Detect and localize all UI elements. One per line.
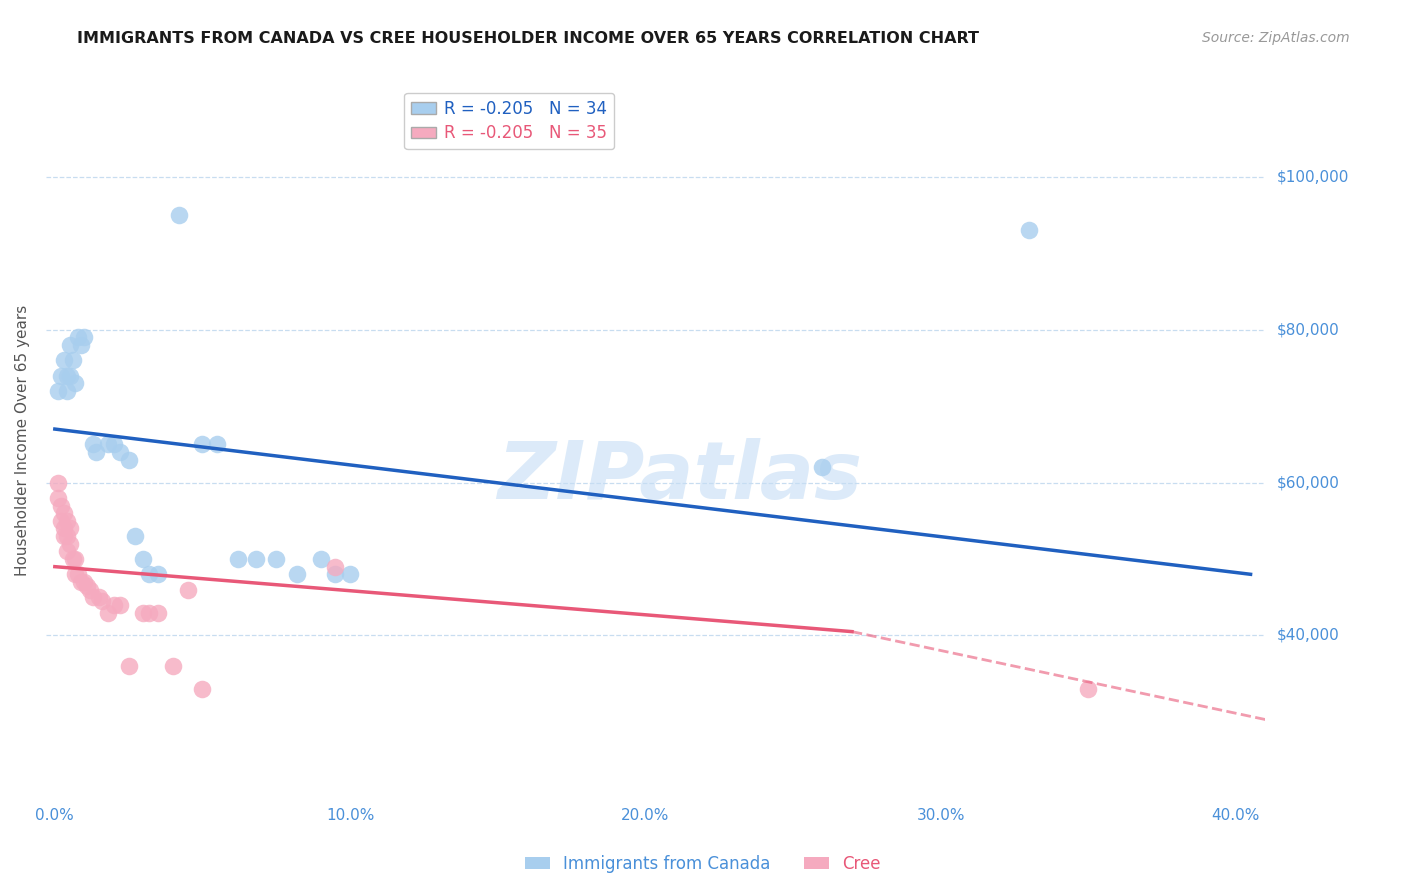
Point [67, 567, 90, 582]
Point [1018, 223, 1040, 237]
Point [103, 437, 125, 451]
Point [55, 544, 77, 558]
Text: Source: ZipAtlas.com: Source: ZipAtlas.com [1202, 31, 1350, 45]
Point [84, 445, 107, 459]
Point [82, 437, 104, 451]
Point [82, 591, 104, 605]
Text: IMMIGRANTS FROM CANADA VS CREE HOUSEHOLDER INCOME OVER 65 YEARS CORRELATION CHAR: IMMIGRANTS FROM CANADA VS CREE HOUSEHOLD… [77, 31, 980, 46]
Point [285, 567, 308, 582]
Point [55, 529, 77, 543]
Point [309, 552, 332, 566]
Point [97, 437, 120, 451]
Point [191, 681, 214, 696]
Point [58, 537, 80, 551]
Point [811, 460, 834, 475]
Point [65, 567, 87, 582]
Point [62, 552, 84, 566]
Point [52, 529, 75, 543]
Point [65, 376, 87, 391]
Point [132, 606, 155, 620]
Point [52, 353, 75, 368]
Point [49, 368, 72, 383]
Point [191, 437, 214, 451]
Point [205, 437, 228, 451]
Point [117, 452, 139, 467]
Point [176, 582, 198, 597]
Legend: Immigrants from Canada, Cree: Immigrants from Canada, Cree [519, 848, 887, 880]
Point [46, 491, 69, 505]
Point [108, 598, 131, 612]
Point [79, 582, 101, 597]
Point [62, 353, 84, 368]
Text: $100,000: $100,000 [1277, 169, 1348, 185]
Point [323, 559, 346, 574]
Point [58, 368, 80, 383]
Point [138, 567, 160, 582]
Point [55, 384, 77, 398]
Point [55, 368, 77, 383]
Point [87, 591, 110, 605]
Point [46, 384, 69, 398]
Point [70, 574, 93, 589]
Point [58, 338, 80, 352]
Point [226, 552, 249, 566]
Text: ZIPatlas: ZIPatlas [498, 438, 862, 516]
Point [124, 529, 146, 543]
Point [76, 579, 98, 593]
Point [49, 514, 72, 528]
Text: $60,000: $60,000 [1277, 475, 1340, 490]
Point [70, 338, 93, 352]
Point [67, 330, 90, 344]
Point [108, 445, 131, 459]
Point [339, 567, 361, 582]
Point [58, 521, 80, 535]
Point [264, 552, 287, 566]
Point [49, 499, 72, 513]
Point [167, 208, 190, 222]
Point [91, 594, 114, 608]
Point [103, 598, 125, 612]
Point [146, 606, 169, 620]
Text: $40,000: $40,000 [1277, 628, 1339, 643]
Point [65, 552, 87, 566]
Point [73, 330, 96, 344]
Point [55, 514, 77, 528]
Point [97, 606, 120, 620]
Point [1077, 681, 1099, 696]
Text: $80,000: $80,000 [1277, 322, 1339, 337]
Point [323, 567, 346, 582]
Point [46, 475, 69, 490]
Legend: R = -0.205   N = 34, R = -0.205   N = 35: R = -0.205 N = 34, R = -0.205 N = 35 [405, 93, 614, 149]
Point [52, 506, 75, 520]
Point [162, 659, 184, 673]
Point [245, 552, 267, 566]
Point [132, 552, 155, 566]
Point [117, 659, 139, 673]
Point [52, 521, 75, 535]
Point [138, 606, 160, 620]
Point [146, 567, 169, 582]
Point [73, 574, 96, 589]
Y-axis label: Householder Income Over 65 years: Householder Income Over 65 years [15, 305, 30, 576]
